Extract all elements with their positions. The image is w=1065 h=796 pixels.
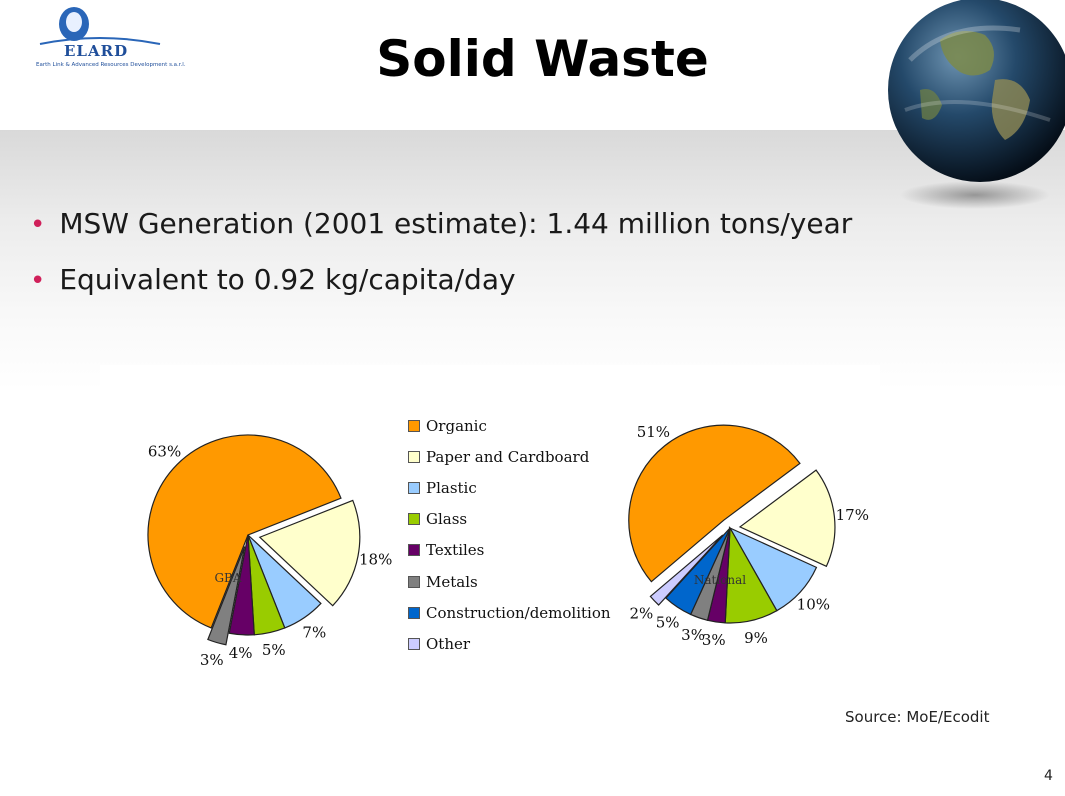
elard-logo: ELARD Earth Link & Advanced Resources De… xyxy=(10,4,186,76)
legend-item-plastic: Plastic xyxy=(408,472,611,503)
legend-item-metals: Metals xyxy=(408,566,611,597)
bullet-text: MSW Generation (2001 estimate): 1.44 mil… xyxy=(59,207,853,240)
bullet-item: • Equivalent to 0.92 kg/capita/day xyxy=(30,256,852,312)
data-label-other: 2% xyxy=(630,604,654,622)
slide-title: Solid Waste xyxy=(376,30,709,88)
pie-slice-organic xyxy=(147,434,342,629)
legend-label: Glass xyxy=(426,510,468,529)
legend-label: Paper and Cardboard xyxy=(426,447,590,466)
legend-item-textiles: Textiles xyxy=(408,535,611,566)
legend-item-other: Other xyxy=(408,628,611,659)
pie-slice-textiles xyxy=(228,534,255,636)
data-label-textiles: 4% xyxy=(229,644,253,662)
legend-swatch xyxy=(408,450,420,463)
legend-swatch xyxy=(408,544,420,557)
data-label-plastic: 10% xyxy=(797,595,830,613)
bullet-dot: • xyxy=(30,210,46,240)
legend-item-construction: Construction/demolition xyxy=(408,597,611,628)
pie-center-label: National xyxy=(694,573,746,587)
legend-label: Plastic xyxy=(426,478,477,497)
legend-swatch xyxy=(408,637,420,650)
globe-icon xyxy=(888,0,1065,209)
source-note: Source: MoE/Ecodit xyxy=(845,708,990,726)
bullet-text: Equivalent to 0.92 kg/capita/day xyxy=(59,263,516,296)
pie-slice-organic xyxy=(628,424,801,583)
legend-swatch xyxy=(408,481,420,494)
pie-slice-paper-and-cardboard xyxy=(258,499,361,607)
data-label-paper-and-cardboard: 17% xyxy=(836,506,869,524)
legend-label: Textiles xyxy=(426,541,485,560)
bullet-item: • MSW Generation (2001 estimate): 1.44 mi… xyxy=(30,200,852,256)
pie-chart-gba: 63% 18% 7% 5% 4% 3% GBA xyxy=(147,434,392,669)
data-label-plastic: 7% xyxy=(302,624,326,642)
legend-label: Metals xyxy=(426,572,478,591)
data-label-organic: 63% xyxy=(148,443,181,461)
logo-tagline: Earth Link & Advanced Resources Developm… xyxy=(36,62,186,68)
page-number: 4 xyxy=(1044,768,1053,784)
data-label-textiles: 3% xyxy=(702,631,726,649)
legend-label: Organic xyxy=(426,416,487,435)
legend-item-glass: Glass xyxy=(408,504,611,535)
legend-swatch xyxy=(408,513,420,526)
legend-item-organic: Organic xyxy=(408,410,611,441)
bullet-dot: • xyxy=(30,266,46,296)
data-label-glass: 5% xyxy=(262,641,286,659)
pie-slice-paper-and-cardboard xyxy=(738,469,836,568)
pie-center-label: GBA xyxy=(214,571,241,585)
legend-swatch xyxy=(408,606,420,619)
legend-label: Construction/demolition xyxy=(426,603,611,622)
data-label-paper-and-cardboard: 18% xyxy=(359,550,392,568)
logo-name: ELARD xyxy=(64,42,129,60)
legend-label: Other xyxy=(426,634,471,653)
legend-swatch xyxy=(408,419,420,432)
data-label-construction-demolition: 5% xyxy=(656,613,680,631)
legend-item-paper: Paper and Cardboard xyxy=(408,441,611,472)
bullet-list: • MSW Generation (2001 estimate): 1.44 mi… xyxy=(30,200,852,312)
data-label-metals: 3% xyxy=(681,626,705,644)
pie-slice-metals xyxy=(207,546,246,646)
pie-slice-other xyxy=(649,534,724,606)
logo-icon xyxy=(39,7,161,45)
background-band xyxy=(0,130,1065,390)
data-label-organic: 51% xyxy=(637,423,670,441)
chart-legend: Organic Paper and Cardboard Plastic Glas… xyxy=(408,410,611,660)
legend-swatch xyxy=(408,575,420,588)
data-label-glass: 9% xyxy=(744,629,768,647)
pie-chart-national: 51%17%10%9%3%3%5%2%National xyxy=(628,423,869,649)
pie-slice-construction-demolition xyxy=(664,527,731,616)
data-label-metals: 3% xyxy=(200,651,224,669)
